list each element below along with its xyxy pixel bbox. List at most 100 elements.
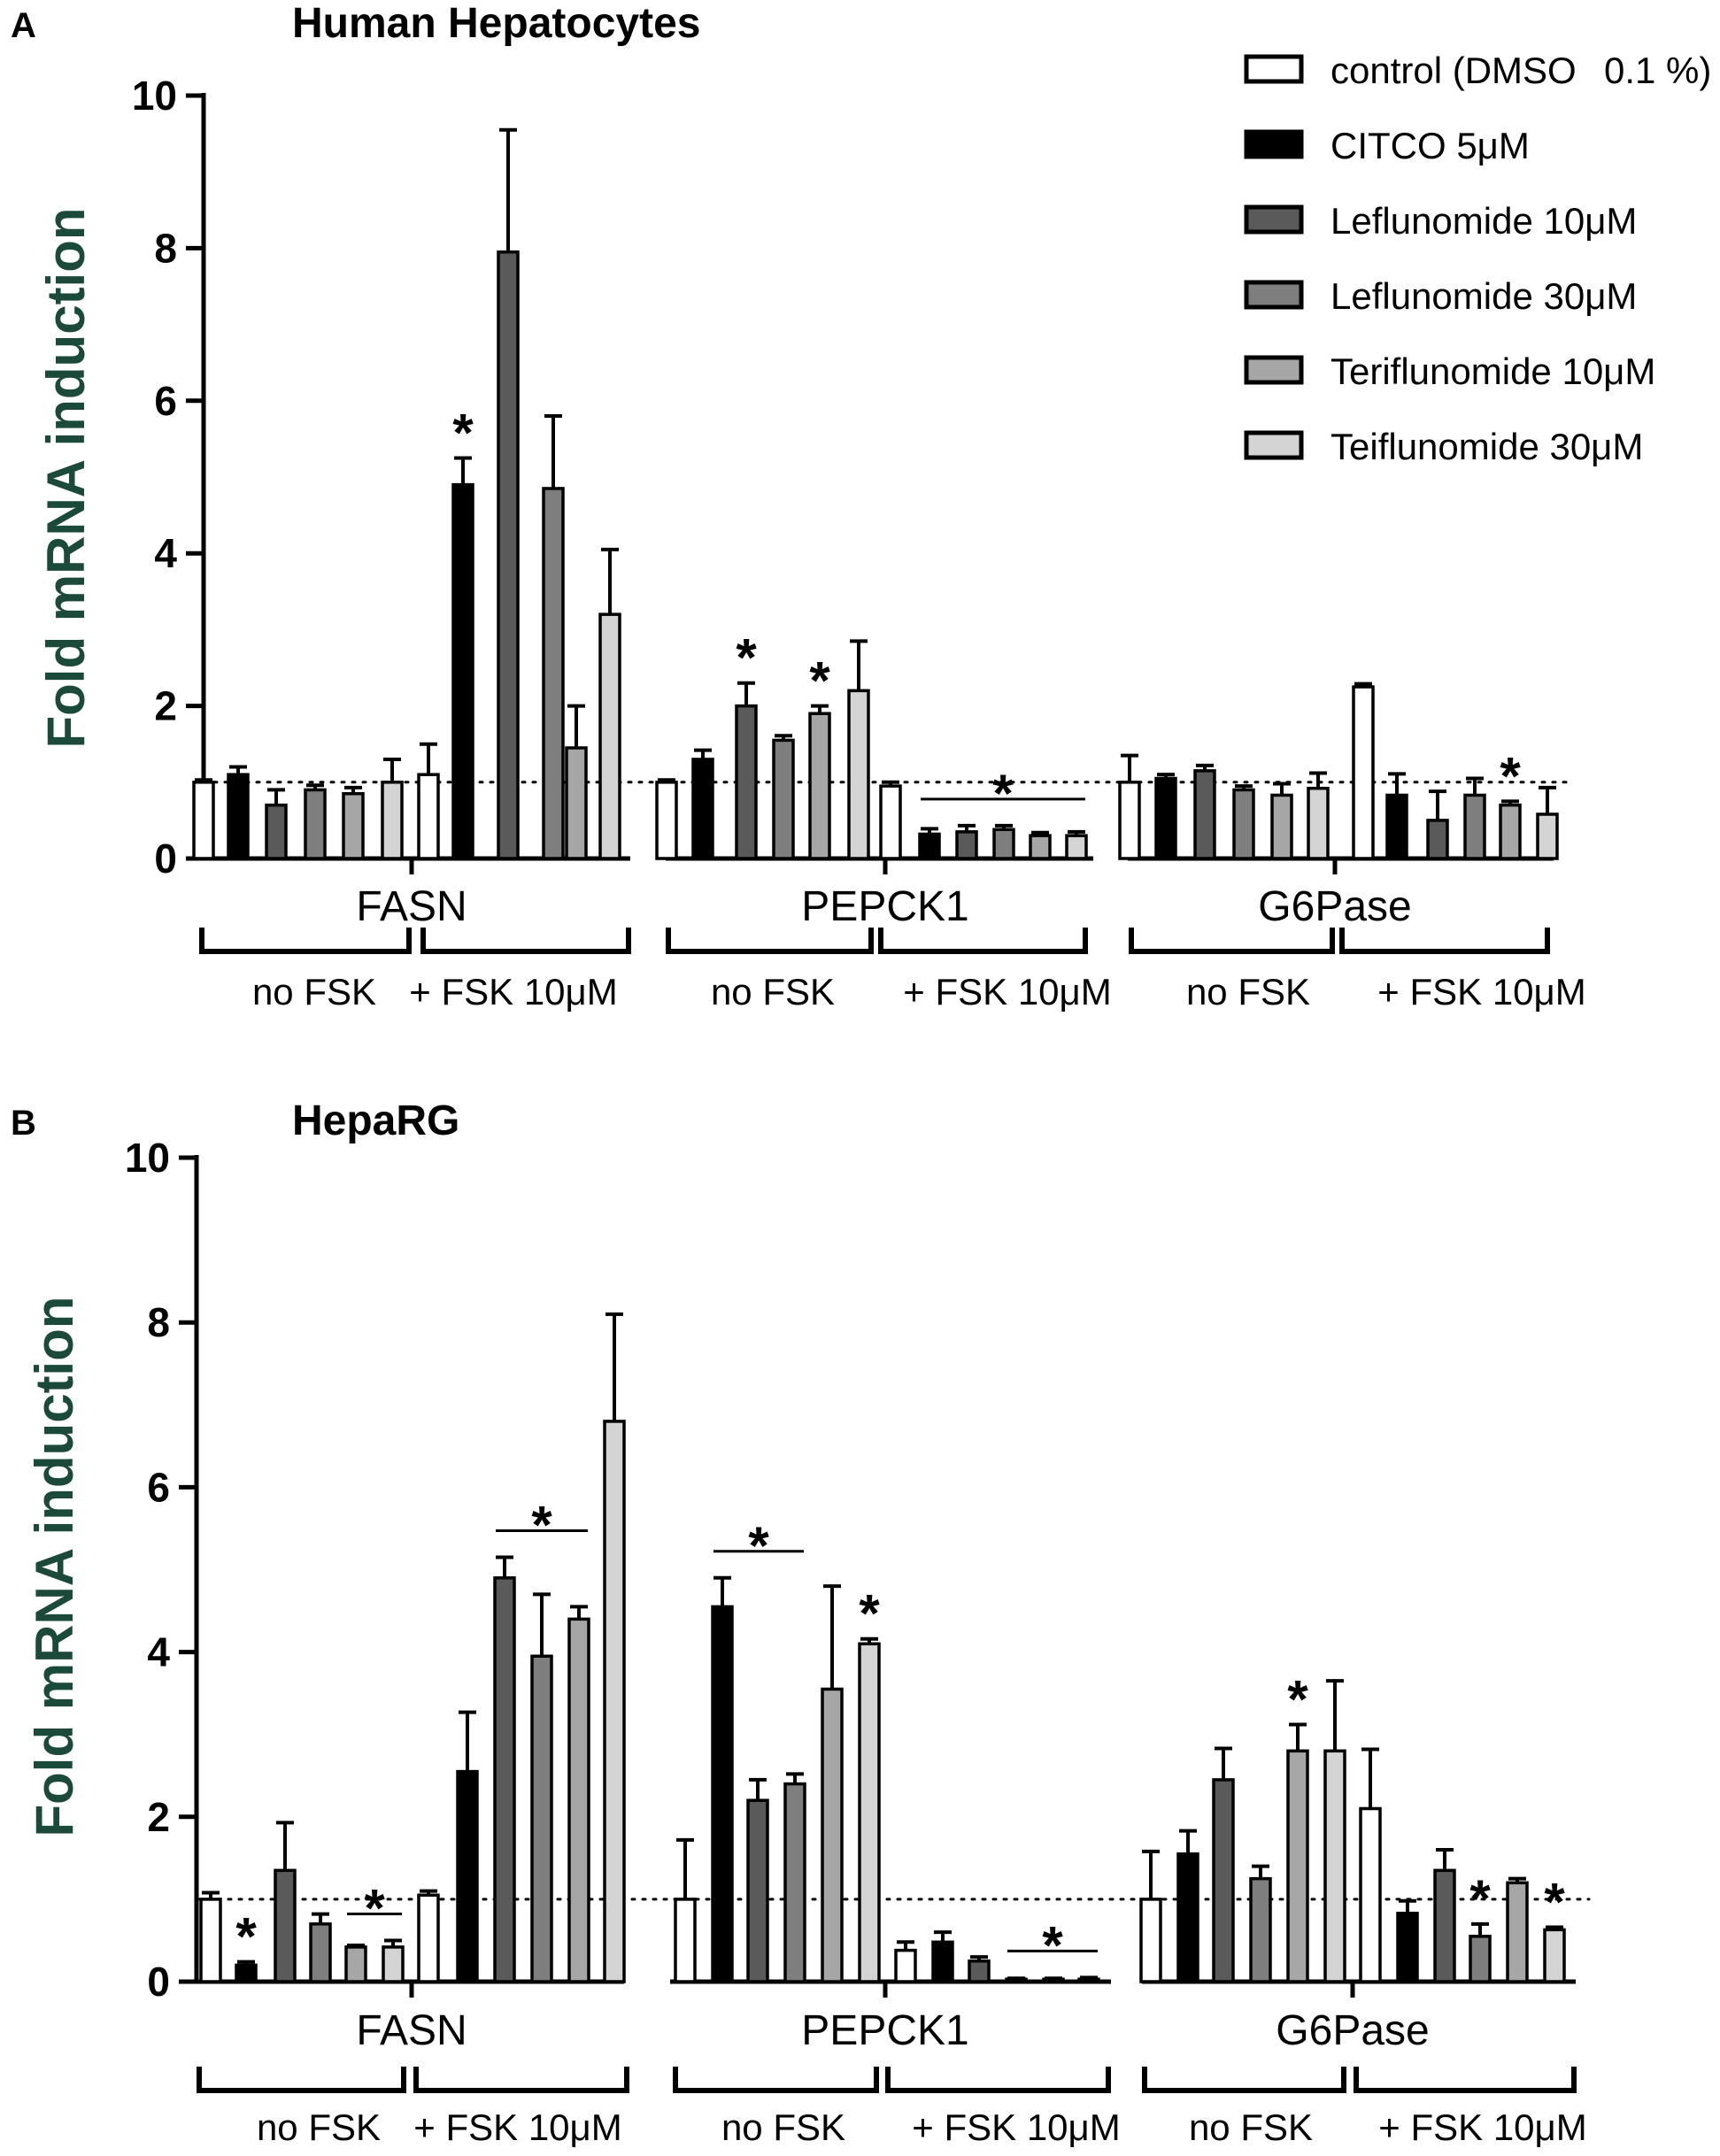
condition-label: no FSK xyxy=(252,971,376,1013)
condition-bracket xyxy=(1142,2067,1346,2093)
y-tick-label: 0 xyxy=(154,835,177,882)
bar xyxy=(342,791,365,860)
y-tick-label: 6 xyxy=(154,378,177,424)
bar xyxy=(746,1798,769,1983)
legend-label: Teriflunomide 10μM xyxy=(1330,350,1655,392)
bar xyxy=(968,1959,991,1983)
bar xyxy=(265,803,288,860)
bar xyxy=(304,788,327,860)
significance-star: * xyxy=(531,1496,552,1555)
bar xyxy=(1029,834,1052,860)
condition-label: no FSK xyxy=(1189,2106,1313,2148)
gene-label: G6Pase xyxy=(1258,883,1411,930)
condition-bracket xyxy=(885,2067,1111,2093)
condition-bracket xyxy=(666,928,874,954)
bar xyxy=(1065,834,1088,860)
legend-swatch xyxy=(1244,54,1304,84)
significance-star: * xyxy=(1544,1873,1565,1932)
bar xyxy=(1463,793,1486,860)
bar xyxy=(199,1898,222,1983)
panel-b: B HepaRG Fold mRNA induction 0 2 4 6 8 10 FASN no … xyxy=(11,1097,1591,2148)
bar xyxy=(192,781,215,860)
legend-swatch xyxy=(1244,430,1304,460)
condition-bracket xyxy=(197,2067,406,2093)
bar xyxy=(894,1948,917,1983)
bar xyxy=(955,830,978,860)
bar xyxy=(1536,812,1559,860)
condition-label: + FSK 10μM xyxy=(413,2106,621,2148)
significance-star: * xyxy=(364,1878,385,1937)
bar xyxy=(847,689,870,860)
panel-title: HepaRG xyxy=(292,1097,459,1144)
bar xyxy=(1249,1876,1272,1983)
bar xyxy=(1139,1898,1162,1983)
legend-label: Leflunomide 10μM xyxy=(1330,200,1637,242)
bar xyxy=(1543,1928,1566,1983)
bar xyxy=(821,1687,844,1983)
bar xyxy=(456,1769,479,1983)
gene-label: G6Pase xyxy=(1276,2007,1429,2054)
condition-bracket xyxy=(1354,2067,1577,2093)
bar xyxy=(1077,1977,1100,1983)
bar xyxy=(1118,781,1141,860)
significance-star: * xyxy=(809,651,830,711)
significance-star: * xyxy=(748,1516,769,1575)
bar xyxy=(417,773,440,860)
condition-label: no FSK xyxy=(257,2106,381,2148)
condition-label: no FSK xyxy=(711,971,835,1013)
condition-bracket xyxy=(1129,928,1335,954)
y-tick-label: 4 xyxy=(154,530,177,576)
y-tick-label: 6 xyxy=(147,1464,170,1510)
legend-label: control (DMSO xyxy=(1330,50,1577,91)
legend-label: Leflunomide 30μM xyxy=(1330,275,1637,317)
bar xyxy=(655,781,678,860)
y-axis-label: Fold mRNA induction xyxy=(36,207,96,748)
y-tick-label: 8 xyxy=(154,225,177,271)
bar xyxy=(1270,793,1293,860)
bar xyxy=(992,828,1015,860)
panel-a: A Human Hepatocytes Fold mRNA induction 0 2 4… xyxy=(11,0,1586,1013)
panel-letter: A xyxy=(11,6,36,45)
y-tick-label: 8 xyxy=(147,1299,170,1345)
condition-label: + FSK 10μM xyxy=(1377,971,1585,1013)
bar xyxy=(1323,1749,1346,1983)
bar xyxy=(451,482,474,860)
y-tick-label: 0 xyxy=(147,1959,170,2005)
bar xyxy=(1352,685,1375,860)
bar xyxy=(1499,803,1522,860)
gene-label: PEPCK1 xyxy=(801,883,968,930)
bar xyxy=(1469,1935,1492,1983)
condition-label: + FSK 10μM xyxy=(912,2106,1120,2148)
condition-bracket xyxy=(199,928,412,954)
bar xyxy=(497,250,520,860)
y-tick-label: 10 xyxy=(125,1135,170,1181)
legend-swatch xyxy=(1244,355,1304,385)
significance-star: * xyxy=(1469,1869,1491,1929)
bar xyxy=(1433,1868,1456,1983)
significance-star: * xyxy=(452,403,474,462)
bar xyxy=(1506,1881,1529,1983)
bar xyxy=(1193,769,1216,860)
bar xyxy=(735,704,758,860)
bar xyxy=(674,1898,697,1983)
bar xyxy=(417,1893,440,1983)
bar xyxy=(598,612,621,860)
panel-letter: B xyxy=(11,1104,36,1143)
bar xyxy=(235,1963,258,1983)
gene-label: PEPCK1 xyxy=(801,2007,968,2054)
legend-swatch xyxy=(1244,204,1304,235)
bar xyxy=(309,1922,332,1983)
bar xyxy=(858,1642,881,1983)
bar xyxy=(691,758,714,860)
bar xyxy=(808,712,831,860)
bar xyxy=(783,1782,806,1983)
legend-swatch xyxy=(1244,129,1304,159)
bar xyxy=(493,1576,516,1983)
panel-title: Human Hepatocytes xyxy=(292,0,700,47)
y-tick-label: 4 xyxy=(147,1629,170,1675)
legend-label-suffix: 0.1 %) xyxy=(1604,50,1711,91)
condition-label: + FSK 10μM xyxy=(903,971,1111,1013)
significance-star: * xyxy=(1287,1670,1308,1729)
bar xyxy=(542,487,565,860)
condition-bracket xyxy=(413,2067,629,2093)
